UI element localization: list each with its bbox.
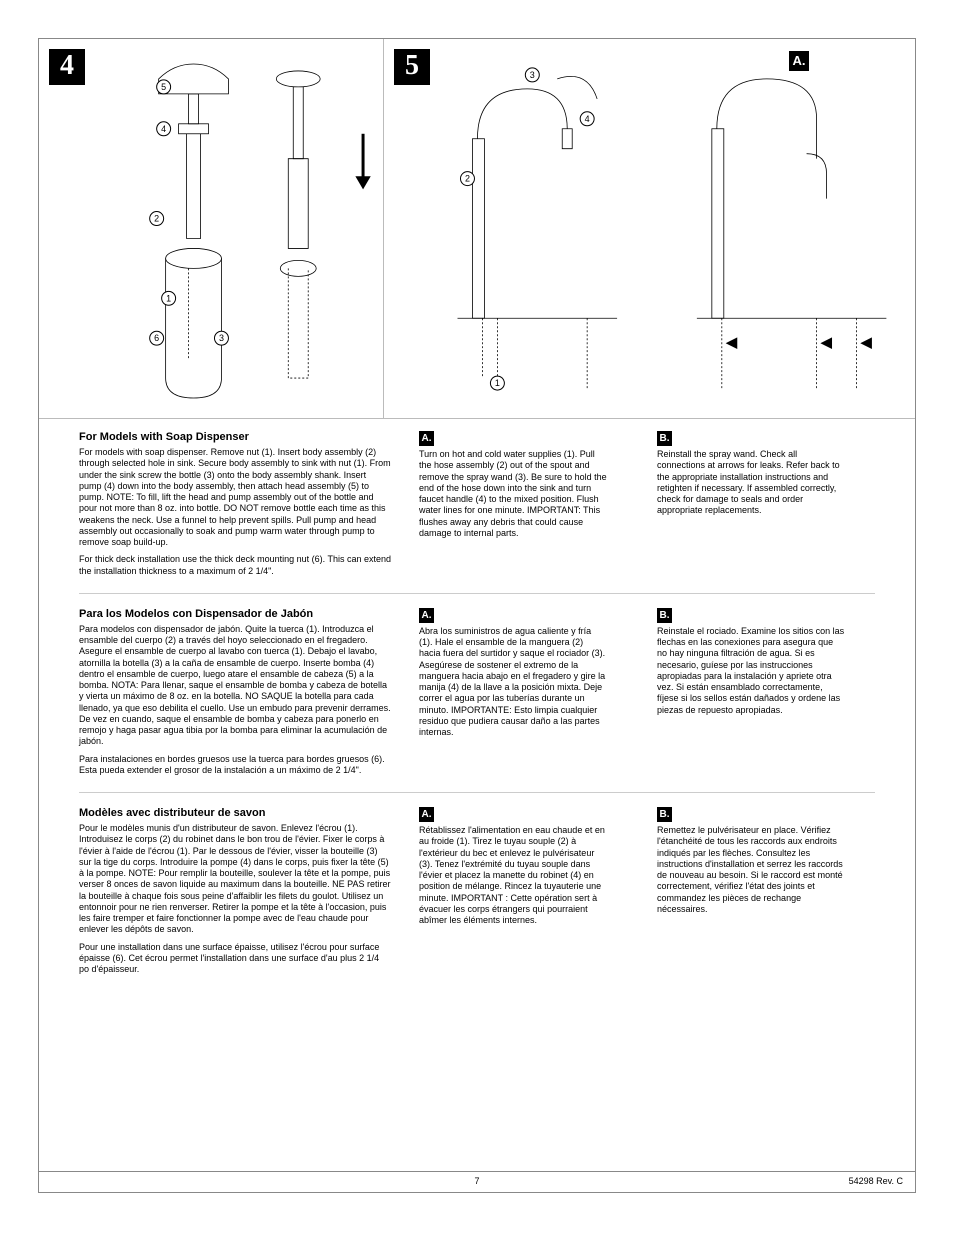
en-col-b: B. Reinstall the spray wand. Check all c… [657,431,867,583]
callout-1: 1 [166,293,171,303]
tag-a: A. [419,431,434,446]
tag-a-es: A. [419,608,434,623]
lang-fr: Modèles avec distributeur de savon Pour … [79,807,875,991]
panel-step-4: 4 [39,39,384,418]
fr-b: Remettez le pulvérisateur en place. Véri… [657,825,845,915]
callout-4: 4 [161,124,166,134]
callout-a3: 3 [530,70,535,80]
en-a: Turn on hot and cold water supplies (1).… [419,449,607,539]
tag-a-fr: A. [419,807,434,822]
fr-p2: Pour une installation dans une surface é… [79,942,391,976]
fr-col-b: B. Remettez le pulvérisateur en place. V… [657,807,867,981]
fr-left: Modèles avec distributeur de savon Pour … [79,807,391,981]
footer: 7 54298 Rev. C [39,1171,915,1186]
es-col-b: B. Reinstale el rociado. Examine los sit… [657,608,867,782]
en-col-a: A. Turn on hot and cold water supplies (… [419,431,629,583]
fr-a: Rétablissez l'alimentation en eau chaude… [419,825,607,926]
es-title: Para los Modelos con Dispensador de Jabó… [79,608,391,620]
es-a: Abra los suministros de agua caliente y … [419,626,607,739]
es-left: Para los Modelos con Dispensador de Jabó… [79,608,391,782]
callout-a1: 1 [495,378,500,388]
fr-title: Modèles avec distributeur de savon [79,807,391,819]
en-p1: For models with soap dispenser. Remove n… [79,447,391,548]
es-col-a: A. Abra los suministros de agua caliente… [419,608,629,782]
en-left: For Models with Soap Dispenser For model… [79,431,391,583]
tag-b-fr: B. [657,807,672,822]
panel-step-5: 5 A. B. [384,39,915,418]
callout-a4: 4 [585,114,590,124]
callout-5: 5 [161,82,166,92]
text-body: For Models with Soap Dispenser For model… [39,419,915,991]
es-p1: Para modelos con dispensador de jabón. Q… [79,624,391,748]
fr-col-a: A. Rétablissez l'alimentation en eau cha… [419,807,629,981]
lang-es: Para los Modelos con Dispensador de Jabó… [79,608,875,793]
page: 4 [38,38,916,1193]
en-title: For Models with Soap Dispenser [79,431,391,443]
es-p2: Para instalaciones en bordes gruesos use… [79,754,391,777]
es-b: Reinstale el rociado. Examine los sitios… [657,626,845,716]
fr-p1: Pour le modèles munis d'un distributeur … [79,823,391,936]
lang-en: For Models with Soap Dispenser For model… [79,431,875,594]
tag-b-es: B. [657,608,672,623]
page-number: 7 [474,1176,479,1186]
revision: 54298 Rev. C [849,1176,903,1186]
callout-3: 3 [219,333,224,343]
callout-6: 6 [154,333,159,343]
diagram-step-5: 3 4 2 1 [384,39,915,418]
callout-a2: 2 [465,174,470,184]
diagram-step-4: 5 4 2 1 3 6 [39,39,383,418]
en-p2: For thick deck installation use the thic… [79,554,391,577]
diagram-row: 4 [39,39,915,419]
en-b: Reinstall the spray wand. Check all conn… [657,449,845,517]
tag-b: B. [657,431,672,446]
callout-2: 2 [154,214,159,224]
